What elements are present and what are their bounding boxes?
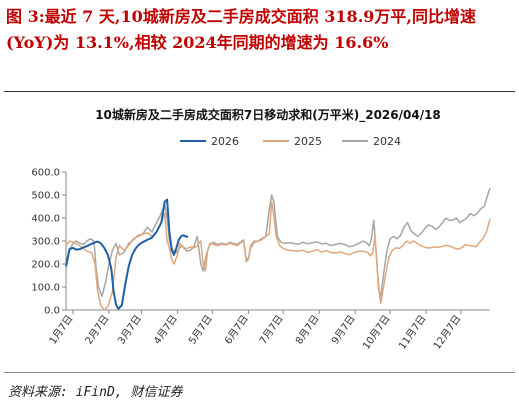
y-tick-label: 300.0 <box>31 237 60 248</box>
x-tick-label: 4月7日 <box>151 313 180 347</box>
chart-axes: 0.0 100.0 200.0 300.0 400.0 500.0 600.0 1月7日 2月7… <box>31 168 490 352</box>
chart-title: 10城新房及二手房成交面积7日移动求和(万平米)_2026/04/18 <box>95 107 441 123</box>
y-tick-label: 100.0 <box>31 283 60 294</box>
legend-label-2026: 2026 <box>211 135 239 148</box>
line-chart: 10城新房及二手房成交面积7日移动求和(万平米)_2026/04/18 2026… <box>31 107 491 352</box>
x-tick-label: 5月7日 <box>186 313 215 347</box>
x-tick-label: 11月7日 <box>396 313 428 352</box>
x-tick-label: 2月7日 <box>83 313 112 347</box>
legend-label-2024: 2024 <box>373 135 401 148</box>
bottom-rule <box>4 372 515 373</box>
x-tick-label: 9月7日 <box>329 313 358 347</box>
legend-label-2025: 2025 <box>294 135 322 148</box>
x-tick-label: 8月7日 <box>293 313 322 347</box>
series-line-2026 <box>65 198 189 310</box>
y-tick-label: 200.0 <box>31 260 60 271</box>
x-tick-label: 7月7日 <box>257 313 286 347</box>
x-tick-label: 10月7日 <box>360 313 392 352</box>
y-tick-label: 500.0 <box>31 191 60 202</box>
x-tick-label: 12月7日 <box>431 313 463 352</box>
y-tick-label: 0.0 <box>44 306 60 317</box>
x-tick-label: 6月7日 <box>222 313 251 347</box>
series-line-2025 <box>65 201 491 311</box>
y-tick-label: 600.0 <box>31 168 60 179</box>
x-tick-label: 1月7日 <box>47 313 76 347</box>
chart-plot-area <box>65 187 491 311</box>
y-tick-label: 400.0 <box>31 214 60 225</box>
source-note: 资料来源: iFinD, 财信证券 <box>8 385 183 400</box>
chart-legend: 2026 2025 2024 <box>180 135 401 148</box>
top-rule <box>4 91 515 92</box>
figure-heading: 图 3:最近 7 天,10城新房及二手房成交面积 318.9万平,同比增速(Yo… <box>6 7 476 52</box>
x-tick-label: 3月7日 <box>115 313 144 347</box>
